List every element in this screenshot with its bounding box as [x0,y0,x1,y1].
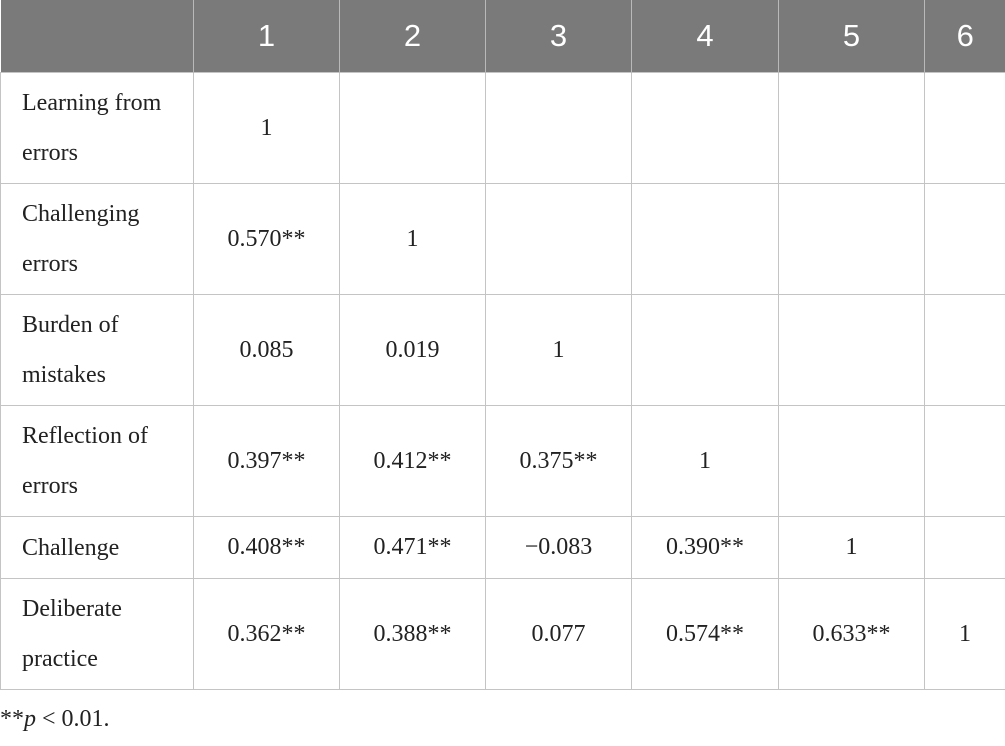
column-header-3: 3 [485,0,632,73]
row-label: Deliberate practice [0,578,194,690]
column-header-1: 1 [193,0,340,73]
table-cell: 0.085 [193,294,340,406]
table-cell: 0.570** [193,183,340,295]
table-cell: 0.390** [631,516,779,579]
table-cell: 0.397** [193,405,340,517]
row-label: Challenge [0,516,194,579]
table-cell [339,72,486,184]
table-cell: 1 [924,578,1005,690]
table-cell [778,294,925,406]
table-row: Challenge 0.408** 0.471** −0.083 0.390**… [0,516,1005,579]
table-cell: −0.083 [485,516,632,579]
table-row: Reflection of errors 0.397** 0.412** 0.3… [0,405,1005,517]
table-cell [631,72,779,184]
column-header-5: 5 [778,0,925,73]
table-cell: 0.633** [778,578,925,690]
table-cell [924,405,1005,517]
table-cell: 0.019 [339,294,486,406]
table-cell: 1 [193,72,340,184]
row-label: Burden of mistakes [0,294,194,406]
header-corner-cell [0,0,194,73]
table-row: Burden of mistakes 0.085 0.019 1 [0,294,1005,406]
table-cell: 0.362** [193,578,340,690]
column-header-6: 6 [924,0,1005,73]
row-label: Reflection of errors [0,405,194,517]
table-cell [485,72,632,184]
footnote-stars: ** [0,706,24,732]
footnote-p-symbol: p [24,706,36,732]
table-cell: 0.471** [339,516,486,579]
table-cell: 0.574** [631,578,779,690]
table-cell [778,183,925,295]
table-cell: 1 [485,294,632,406]
table-footnote: **p < 0.01. [0,706,110,733]
row-label: Challenging errors [0,183,194,295]
table-cell: 0.388** [339,578,486,690]
footnote-condition: < 0.01. [36,706,110,732]
table-cell: 0.412** [339,405,486,517]
table-cell: 0.077 [485,578,632,690]
correlation-table: 1 2 3 4 5 6 Learning from errors 1 Chall… [0,0,1005,690]
table-cell [924,72,1005,184]
column-header-2: 2 [339,0,486,73]
table-cell [924,516,1005,579]
table-header-row: 1 2 3 4 5 6 [0,0,1005,73]
column-header-4: 4 [631,0,779,73]
table-row: Deliberate practice 0.362** 0.388** 0.07… [0,578,1005,690]
table-cell [924,183,1005,295]
table-cell [778,72,925,184]
table-cell [485,183,632,295]
table-cell [778,405,925,517]
table-cell: 1 [778,516,925,579]
row-label: Learning from errors [0,72,194,184]
table-cell: 0.408** [193,516,340,579]
table-cell [924,294,1005,406]
table-cell [631,294,779,406]
table-row: Learning from errors 1 [0,72,1005,184]
table-cell: 1 [631,405,779,517]
table-cell: 0.375** [485,405,632,517]
table-cell: 1 [339,183,486,295]
table-cell [631,183,779,295]
table-row: Challenging errors 0.570** 1 [0,183,1005,295]
